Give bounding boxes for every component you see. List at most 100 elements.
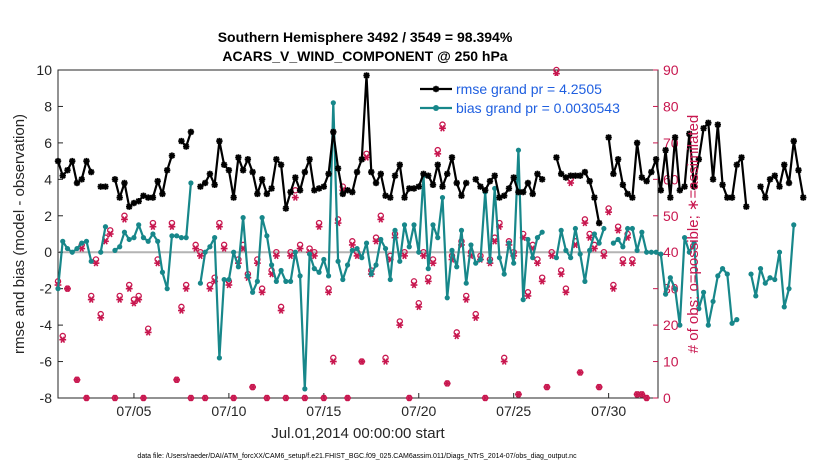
bias-data-point: [577, 251, 583, 257]
rmse-data-point: [54, 157, 62, 165]
obs-assimilated-marker: [97, 314, 105, 322]
obs-assimilated-marker: [401, 252, 408, 260]
bias-data-point: [325, 273, 332, 279]
obs-assimilated-marker: [481, 394, 489, 402]
obs-assimilated-marker: [301, 394, 309, 402]
bias-data-point: [297, 273, 303, 279]
bias-data-point: [411, 222, 417, 228]
bias-data-point: [667, 275, 673, 281]
bias-data-point: [534, 235, 541, 241]
bias-data-point: [439, 194, 446, 201]
bias-data-point: [264, 233, 270, 239]
bias-data-point: [378, 236, 384, 243]
x-tick-label: 07/20: [401, 403, 436, 419]
bias-data-point: [373, 262, 379, 268]
obs-assimilated-marker: [472, 314, 480, 322]
bias-data-point: [178, 235, 185, 241]
obs-assimilated-marker: [59, 336, 67, 344]
bias-data-point: [55, 286, 61, 292]
rmse-data-point: [434, 161, 441, 168]
bias-data-point: [658, 251, 664, 257]
rmse-data-point: [510, 174, 517, 181]
bias-data-point: [568, 255, 574, 261]
bias-data-point: [416, 249, 422, 255]
rmse-data-point: [486, 177, 494, 185]
obs-assimilated-marker: [125, 285, 133, 293]
rmse-data-point: [206, 170, 214, 178]
bias-data-point: [145, 238, 151, 244]
rmse-data-point: [353, 168, 361, 176]
bias-data-point: [316, 269, 322, 275]
obs-assimilated-marker: [543, 383, 551, 391]
bias-data-point: [719, 266, 726, 272]
rmse-data-point: [396, 161, 403, 168]
bias-data-point: [69, 249, 75, 255]
rmse-data-point: [83, 157, 90, 165]
obs-assimilated-marker: [557, 270, 565, 278]
rmse-data-point: [273, 156, 280, 163]
bias-data-point: [306, 251, 313, 257]
obs-assimilated-marker: [192, 245, 200, 252]
bias-data-point: [644, 249, 650, 255]
rmse-data-point: [709, 176, 717, 183]
legend-box: [417, 76, 645, 118]
bias-data-point: [406, 244, 412, 250]
obs-assimilated-marker: [263, 394, 271, 402]
bias-data-point: [705, 322, 711, 328]
obs-assimilated-marker: [116, 296, 124, 303]
bias-data-point: [563, 247, 569, 253]
x-tick-label: 07/15: [306, 403, 341, 419]
bias-data-point: [302, 386, 308, 392]
obs-assimilated-marker: [548, 252, 556, 260]
bias-data-point: [292, 249, 298, 255]
rmse-data-point: [168, 152, 176, 159]
rmse-data-point: [59, 172, 66, 179]
bias-data-point: [64, 245, 71, 252]
bias-data-point: [734, 317, 740, 323]
y-tick-label: 6: [44, 135, 52, 151]
rmse-data-point: [126, 203, 133, 210]
bias-data-point: [83, 238, 90, 244]
obs-assimilated-marker: [609, 285, 617, 293]
bias-data-point: [625, 225, 631, 232]
rmse-data-point: [553, 154, 560, 161]
bias-data-point: [553, 255, 560, 261]
obs-assimilated-marker: [377, 216, 385, 223]
obs-assimilated-marker: [291, 194, 299, 201]
obs-assimilated-marker: [310, 252, 318, 260]
rmse-data-point: [458, 192, 465, 199]
bias-data-point: [349, 247, 355, 253]
rmse-data-point: [296, 187, 304, 194]
rmse-data-point: [676, 187, 684, 194]
x-axis-label: Jul.01,2014 00:00:00 start: [271, 425, 445, 442]
obs-assimilated-marker: [287, 252, 294, 260]
rmse-data-point: [292, 174, 299, 181]
rmse-data-point: [629, 194, 636, 201]
obs-assimilated-marker: [168, 223, 176, 231]
legend-bias-marker: [433, 105, 439, 111]
bias-data-point: [492, 185, 498, 192]
bias-data-point: [601, 225, 607, 232]
rmse-data-point: [762, 194, 769, 201]
obs-assimilated-marker: [249, 383, 257, 391]
rmse-data-point: [182, 143, 190, 150]
bias-data-point: [587, 247, 593, 253]
rmse-data-point: [766, 176, 774, 183]
bias-data-point: [496, 255, 503, 261]
obs-assimilated-marker: [225, 281, 233, 289]
rmse-data-point: [197, 183, 204, 190]
rmse-data-point: [429, 181, 437, 188]
rmse-data-point: [724, 194, 731, 201]
bias-data-point: [463, 280, 469, 286]
rmse-data-point: [377, 170, 384, 178]
obs-assimilated-marker: [344, 394, 351, 402]
plot-area: [57, 69, 659, 399]
y-right-tick-label: 80: [663, 98, 679, 114]
legend-rmse-marker: [432, 85, 440, 93]
rmse-data-point: [719, 181, 726, 188]
bias-data-point: [174, 233, 180, 239]
bias-data-point: [363, 240, 370, 246]
rmse-data-point: [301, 168, 309, 176]
rmse-data-point: [225, 167, 233, 174]
rmse-data-point: [230, 194, 237, 201]
